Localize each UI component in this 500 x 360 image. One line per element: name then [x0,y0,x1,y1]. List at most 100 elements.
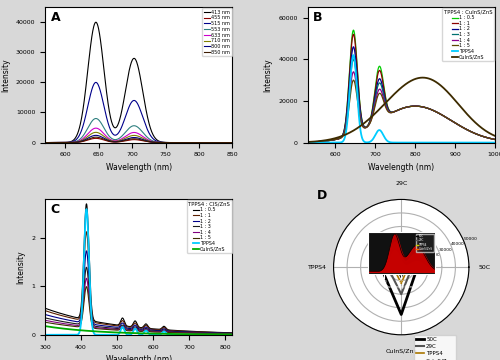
850 nm [128,137,134,141]
CuInS/Zns [398,276,404,280]
800 nm [42,140,48,145]
TPPS4 [414,140,420,145]
Line: 1 : 1: 1 : 1 [308,34,495,142]
Legend: 1 : 0.5, 1 : 1, 1 : 2, 1 : 3, 1 : 4, 1 : 5, TPPS4, CuInS/ZnS: 1 : 0.5, 1 : 1, 1 : 2, 1 : 3, 1 : 4, 1 :… [442,8,494,61]
Line: 1 : 0.5: 1 : 0.5 [45,204,232,333]
850 nm [91,135,97,139]
TPPS4 [304,140,310,145]
CuInS/Zns [402,265,408,269]
50C [398,254,404,258]
1 : 2: (748, 0.0446): 2: (748, 0.0446) [204,330,210,335]
1 : 1: (695, 0.0694): 1: (695, 0.0694) [184,329,190,334]
29C [409,265,415,269]
1 : 0.5: (559, 483): 0.5: (559, 483) [316,139,322,144]
850 nm [233,140,239,145]
TPPS4 [162,329,168,334]
413 nm [186,140,192,145]
850 nm [170,140,176,145]
1 : 0.5: (804, 1.75e+04): 0.5: (804, 1.75e+04) [414,104,420,108]
1 : 0.5: (816, 1.72e+04): 0.5: (816, 1.72e+04) [418,104,424,109]
710 nm [128,134,134,138]
710 nm [170,140,176,145]
1 : 1: (748, 0.0531): 1: (748, 0.0531) [204,330,210,334]
1 : 0.5: (820, 0.0409): 0.5: (820, 0.0409) [230,331,235,335]
1 : 2: (804, 1.75e+04): 2: (804, 1.75e+04) [414,104,420,108]
710 nm [186,140,192,145]
CuInS/ZnS [42,324,48,328]
1 : 5: (616, 0.0541): 5: (616, 0.0541) [156,330,162,334]
1 : 0.5: (603, 0.121): 0.5: (603, 0.121) [151,327,157,331]
413 nm [233,140,239,145]
TPPS4 [405,265,411,269]
TPPS4 [230,333,235,337]
1 : 5: (804, 1.75e+04): 5: (804, 1.75e+04) [414,104,420,108]
1 : 4: (300, 0.3): 4: (300, 0.3) [42,318,48,323]
Legend: 413 nm, 455 nm, 515 nm, 553 nm, 633 nm, 710 nm, 800 nm, 850 nm: 413 nm, 455 nm, 515 nm, 553 nm, 633 nm, … [202,8,232,56]
1 : 1: (332, 0.426): 1: (332, 0.426) [54,312,60,316]
413 nm [76,128,82,132]
1 : 2: (695, 0.0583): 2: (695, 0.0583) [184,330,190,334]
1 : 2: (632, 0.121): 2: (632, 0.121) [162,327,168,331]
1 : 3: (415, 1.4): 3: (415, 1.4) [84,265,89,269]
50C [378,265,384,269]
TPPS4 [54,333,60,337]
800 nm [76,140,82,144]
TPPS4 [316,140,322,145]
1 : 5: (887, 1.1e+04): 5: (887, 1.1e+04) [447,118,453,122]
50C [414,265,420,269]
1 : 4: (816, 1.72e+04): 4: (816, 1.72e+04) [418,104,424,109]
710 nm [93,130,99,135]
1 : 4: (748, 0.0319): 4: (748, 0.0319) [204,331,210,336]
850 nm [155,140,161,145]
Line: 800 nm: 800 nm [45,135,236,143]
Line: 1 : 2: 1 : 2 [308,47,495,142]
X-axis label: Wavelength (nm): Wavelength (nm) [106,355,172,360]
X-axis label: Wavelength (nm): Wavelength (nm) [368,163,434,172]
1 : 5: (830, 1.66e+04): 5: (830, 1.66e+04) [424,106,430,110]
1 : 5: (820, 0.0193): 5: (820, 0.0193) [230,332,235,336]
1 : 2: (887, 1.1e+04): 2: (887, 1.1e+04) [447,118,453,122]
TPPS4 [204,333,210,337]
1 : 5: (935, 5.65e+03): 5: (935, 5.65e+03) [466,129,472,133]
455 nm [128,138,134,142]
1 : 3: (695, 0.0486): 3: (695, 0.0486) [184,330,190,334]
Line: 1 : 0.5: 1 : 0.5 [308,30,495,142]
710 nm [155,140,161,145]
1 : 3: (645, 4e+04): 3: (645, 4e+04) [350,57,356,62]
1 : 0.5: (748, 0.0584): 0.5: (748, 0.0584) [204,330,210,334]
CuInS/ZnS [184,332,190,336]
1 : 5: (748, 0.0276): 5: (748, 0.0276) [204,331,210,336]
1 : 3: (616, 0.0728): 3: (616, 0.0728) [156,329,162,333]
1 : 2: (332, 0.358): 2: (332, 0.358) [54,315,60,320]
1 : 0.5: (300, 0.55): 0.5: (300, 0.55) [42,306,48,310]
1 : 2: (935, 5.65e+03): 2: (935, 5.65e+03) [466,129,472,133]
1 : 5: (1e+03, 1.48e+03): 5: (1e+03, 1.48e+03) [492,137,498,141]
CuInS/ZnS [418,76,424,80]
TPPS4 [398,261,404,265]
Y-axis label: Intensity: Intensity [16,250,26,284]
CuInS/ZnS [230,332,235,337]
Line: 1 : 3: 1 : 3 [45,267,232,334]
633 nm [76,139,82,143]
CuInS/ZnS [204,332,210,337]
455 nm [76,140,82,144]
CuInS/ZnS [304,140,310,144]
1 : 0.5: (1e+03, 1.48e+03): 0.5: (1e+03, 1.48e+03) [492,137,498,141]
1 : 0.5: (632, 0.17): 0.5: (632, 0.17) [162,324,168,329]
800 nm [170,140,176,145]
CuInS/ZnS [151,332,157,336]
633 nm [170,140,176,145]
1 : 4: (935, 5.65e+03): 4: (935, 5.65e+03) [466,129,472,133]
1 : 0.5: (830, 1.66e+04): 0.5: (830, 1.66e+04) [424,106,430,110]
850 nm [42,140,48,145]
Legend: 50C, 29C, TPPS4, CuInS/Zns: 50C, 29C, TPPS4, CuInS/Zns [414,335,457,360]
515 nm [170,140,176,145]
633 nm [93,126,99,130]
Line: TPPS4: TPPS4 [393,263,408,283]
1 : 3: (632, 0.0991): 3: (632, 0.0991) [162,328,168,332]
Line: 413 nm: 413 nm [45,22,236,143]
TPPS4 [42,333,48,337]
413 nm [128,59,134,64]
633 nm [91,126,97,131]
800 nm [186,140,192,145]
